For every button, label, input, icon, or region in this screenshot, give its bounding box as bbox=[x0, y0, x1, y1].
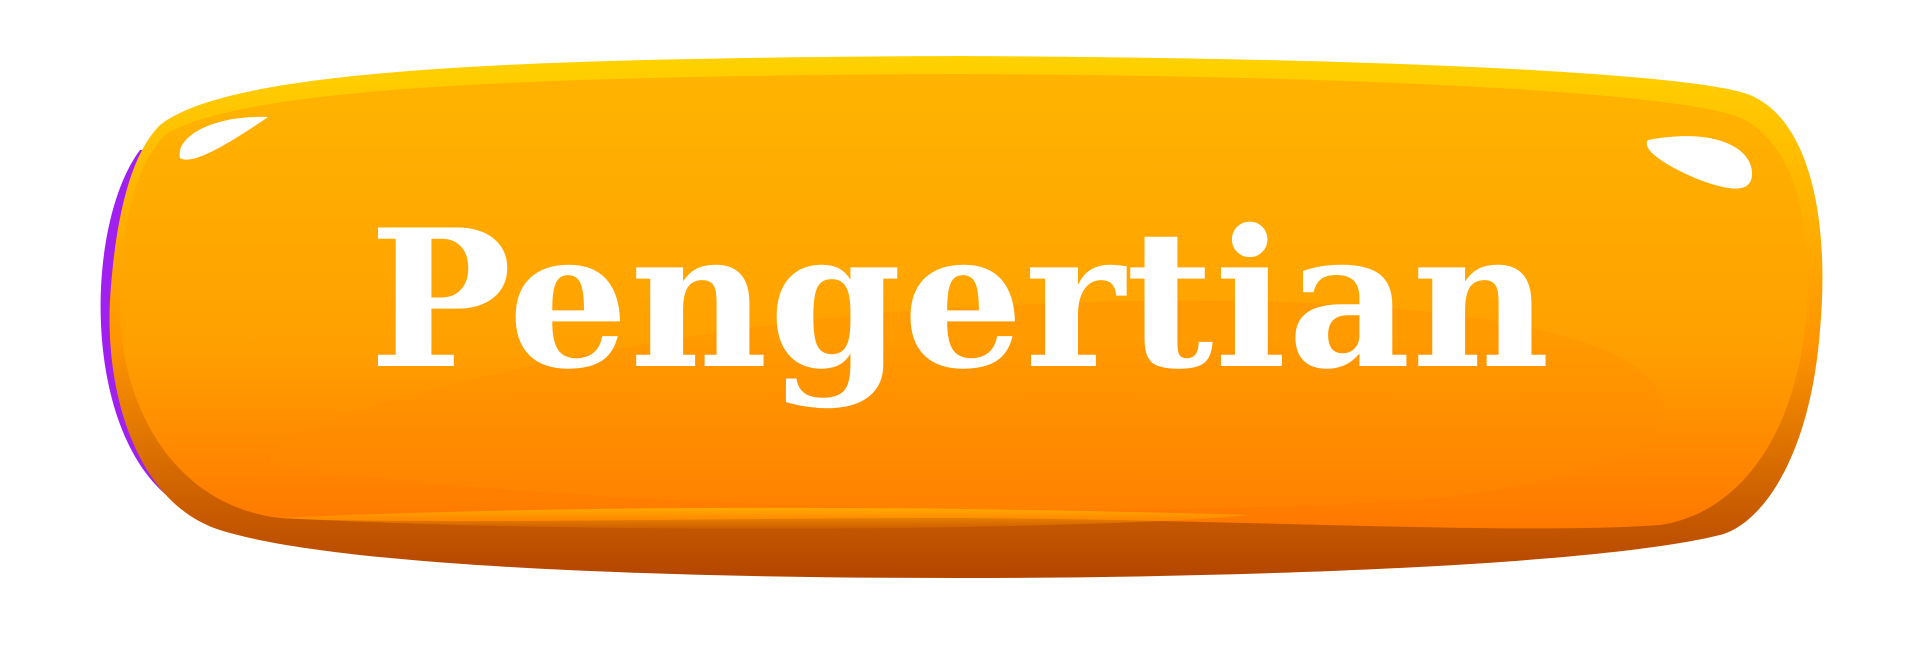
highlight-left bbox=[179, 116, 268, 160]
highlight-right bbox=[1646, 136, 1753, 189]
bottom-gloss bbox=[280, 507, 1250, 529]
inner-glow bbox=[268, 300, 1663, 510]
button-face bbox=[119, 74, 1808, 529]
button-label: Pengertian bbox=[369, 188, 1551, 411]
